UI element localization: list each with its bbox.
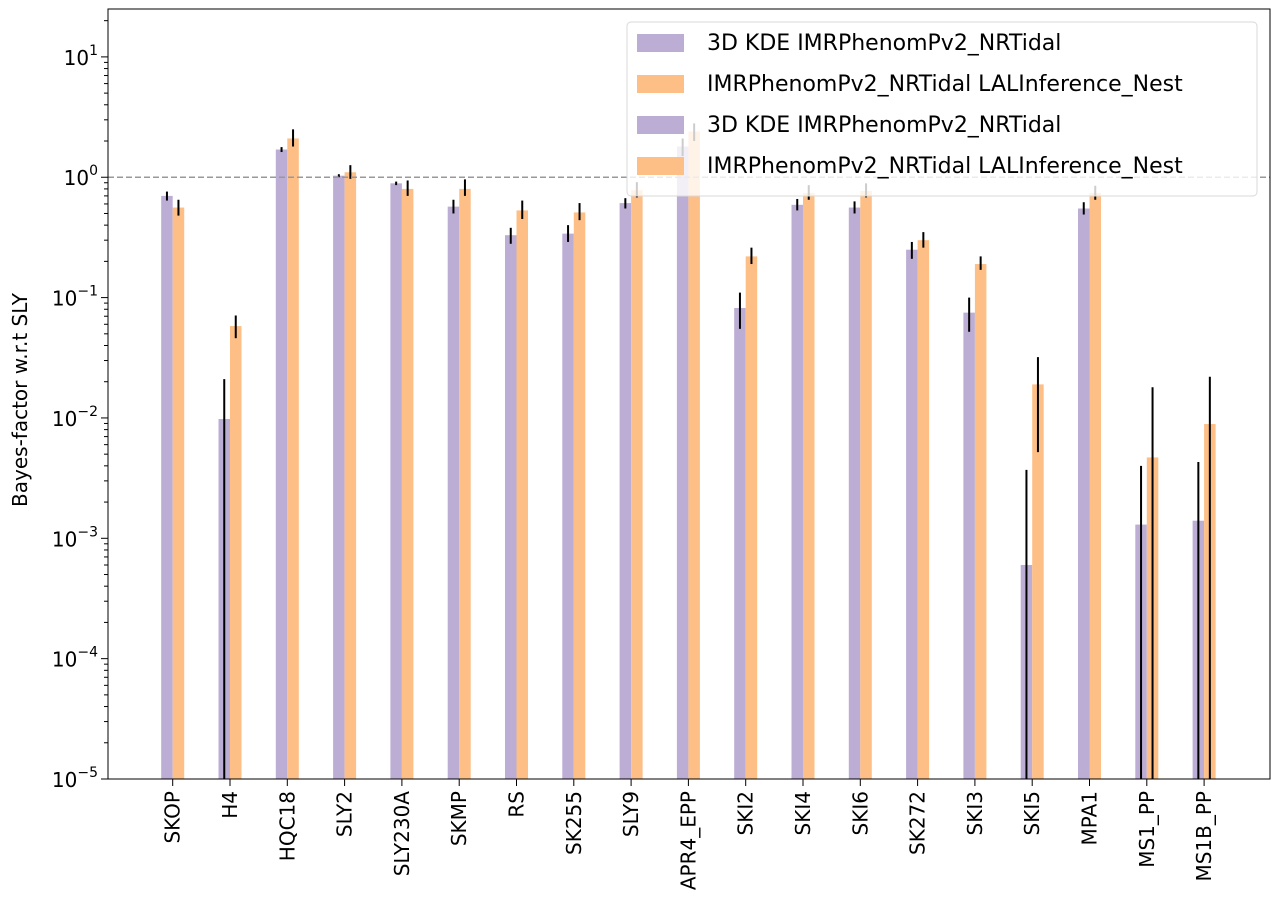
legend-label-1: IMRPhenomPv2_NRTidal LALInference_Nest [707, 72, 1183, 97]
bar-s1-SKI2 [745, 256, 758, 780]
bar-s1-SK255 [573, 212, 586, 779]
bar-s1-MPA1 [1089, 192, 1101, 779]
legend-label-0: 3D KDE IMRPhenomPv2_NRTidal [707, 31, 1061, 56]
x-tick-label-SK255: SK255 [562, 791, 586, 855]
bar-s1-SKI6 [860, 190, 872, 779]
y-tick-label: 100 [64, 163, 98, 190]
bar-s0-SKI3 [963, 312, 975, 779]
legend-label-3: IMRPhenomPv2_NRTidal LALInference_Nest [707, 154, 1183, 179]
bar-s0-APR4_EPP [676, 146, 689, 779]
bar-s1-SK272 [917, 240, 930, 779]
bar-s0-SK272 [906, 249, 918, 780]
x-tick-label-SKI4: SKI4 [791, 791, 815, 835]
bar-s1-SKI4 [803, 192, 815, 779]
bar-s0-SKOP [161, 195, 173, 779]
x-tick-label-SKI3: SKI3 [963, 791, 987, 835]
bar-s0-RS [505, 235, 517, 779]
legend-label-2: 3D KDE IMRPhenomPv2_NRTidal [707, 113, 1061, 138]
bar-s0-SLY230A [390, 183, 402, 780]
y-tick-label: 10−1 [52, 284, 98, 311]
y-tick-label: 10−3 [52, 524, 98, 551]
y-tick-label: 10−4 [52, 645, 98, 672]
legend-swatch-2 [637, 116, 684, 134]
y-tick-label: 10−5 [52, 765, 98, 792]
bar-s0-SKI2 [734, 307, 746, 779]
bar-s0-SK255 [562, 233, 574, 779]
bar-s1-SLY2 [344, 172, 357, 779]
y-tick-label: 101 [64, 43, 98, 70]
bar-s1-H4 [230, 326, 242, 779]
bar-s0-MPA1 [1078, 208, 1090, 780]
bar-s1-SKI3 [974, 264, 987, 779]
bar-s1-SKOP [172, 207, 185, 780]
bar-s0-SLY2 [333, 175, 345, 779]
plot-frame [107, 8, 1271, 780]
x-tick-label-SKI5: SKI5 [1020, 791, 1044, 835]
bars-layer [161, 131, 1216, 780]
x-tick-label-RS: RS [505, 791, 529, 818]
x-tick-label-SLY230A: SLY230A [390, 791, 414, 877]
x-tick-label-SKMP: SKMP [447, 791, 471, 846]
bar-s1-SLY9 [631, 190, 643, 780]
bar-s1-SKMP [459, 188, 471, 779]
x-tick-label-MS1B_PP: MS1B_PP [1192, 791, 1216, 882]
legend-swatch-3 [637, 157, 684, 175]
bar-s0-SKMP [447, 206, 460, 779]
y-tick-label: 10−2 [52, 404, 98, 431]
bar-s1-SLY230A [401, 188, 414, 779]
bar-s1-SKI5 [1032, 384, 1044, 779]
x-tick-label-SLY2: SLY2 [333, 791, 357, 837]
y-axis-label: Bayes-factor w.r.t SLY [8, 292, 32, 507]
bar-s0-SKI4 [791, 204, 803, 780]
x-tick-label-MPA1: MPA1 [1078, 791, 1102, 845]
bar-s1-RS [516, 210, 528, 779]
bar-s0-SKI6 [848, 207, 861, 780]
legend: 3D KDE IMRPhenomPv2_NRTidal IMRPhenomPv2_… [626, 21, 1258, 197]
x-tick-label-MS1_PP: MS1_PP [1135, 791, 1159, 868]
legend-swatch-1 [637, 75, 684, 93]
legend-swatch-0 [637, 34, 684, 52]
x-tick-label-SLY9: SLY9 [619, 791, 643, 837]
x-tick-label-SK272: SK272 [906, 791, 930, 855]
x-tick-label-SKI2: SKI2 [734, 791, 758, 835]
x-tick-label-APR4_EPP: APR4_EPP [676, 791, 700, 890]
bar-s0-HQC18 [275, 149, 288, 779]
x-axis-ticks: SKOP H4 HQC18 SLY2 SLY230A SKMP RS SK255 SLY9 APR… [161, 779, 1216, 890]
bar-s0-SLY9 [619, 203, 632, 779]
x-tick-label-HQC18: HQC18 [275, 791, 299, 861]
x-tick-label-SKOP: SKOP [161, 791, 185, 844]
x-tick-label-H4: H4 [218, 791, 242, 819]
y-axis-ticks: 10−5 10−4 10−3 10−2 10−1 100 101 [52, 20, 108, 792]
legend-box [626, 21, 1258, 197]
x-tick-label-SKI6: SKI6 [848, 791, 872, 835]
bar-s1-APR4_EPP [688, 131, 700, 779]
bar-s1-HQC18 [287, 138, 299, 779]
